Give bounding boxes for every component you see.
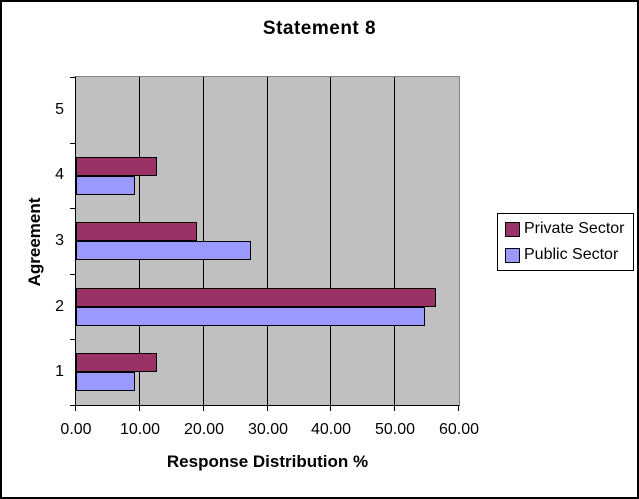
plot-area [70, 76, 460, 411]
legend-label-private-sector: Private Sector [524, 220, 625, 237]
y-axis-tick-label: 1 [55, 363, 64, 380]
gridline [267, 77, 268, 405]
x-axis-tick-label: 20.00 [183, 421, 225, 438]
x-axis-tick-label: 0.00 [60, 421, 92, 438]
x-axis-tick [458, 406, 459, 411]
y-axis-tick-label: 5 [55, 101, 64, 118]
x-axis-tick [330, 406, 331, 411]
x-axis-tick [139, 406, 140, 411]
x-axis-tick [267, 406, 268, 411]
bar-public-sector-cat2 [76, 307, 425, 326]
y-axis-tick [70, 208, 75, 209]
x-axis-tick-label: 10.00 [119, 421, 161, 438]
legend-item-public-sector: Public Sector [505, 242, 633, 268]
legend-label-public-sector: Public Sector [524, 246, 619, 263]
bar-private-sector-cat1 [76, 353, 157, 372]
x-axis-tick [75, 406, 76, 411]
chart-title: Statement 8 [262, 18, 377, 39]
x-axis-tick-label: 40.00 [310, 421, 352, 438]
x-axis-title: Response Distribution % [166, 452, 369, 471]
legend: Private Sector Public Sector [497, 213, 634, 271]
y-axis-tick-label: 2 [55, 298, 64, 315]
gridline [394, 77, 395, 405]
bar-private-sector-cat4 [76, 157, 157, 176]
bar-private-sector-cat2 [76, 288, 436, 307]
x-axis-tick-label: 60.00 [438, 421, 480, 438]
x-axis-tick-label: 50.00 [374, 421, 416, 438]
bar-private-sector-cat3 [76, 222, 197, 241]
y-axis-tick [70, 77, 75, 78]
y-axis-tick-label: 4 [55, 166, 64, 183]
x-axis-tick [394, 406, 395, 411]
bar-public-sector-cat1 [76, 372, 135, 391]
y-axis-tick [70, 143, 75, 144]
x-axis-tick [203, 406, 204, 411]
y-axis-tick [70, 339, 75, 340]
legend-swatch-public-sector-icon [505, 247, 520, 263]
legend-swatch-private-sector-icon [505, 221, 520, 237]
gridline [330, 77, 331, 405]
y-axis-tick [70, 405, 75, 406]
legend-item-private-sector: Private Sector [505, 216, 633, 242]
bar-public-sector-cat4 [76, 176, 135, 195]
y-axis-tick-label: 3 [55, 232, 64, 249]
x-axis-tick-label: 30.00 [247, 421, 289, 438]
bar-public-sector-cat3 [76, 241, 251, 260]
y-axis-tick [70, 274, 75, 275]
